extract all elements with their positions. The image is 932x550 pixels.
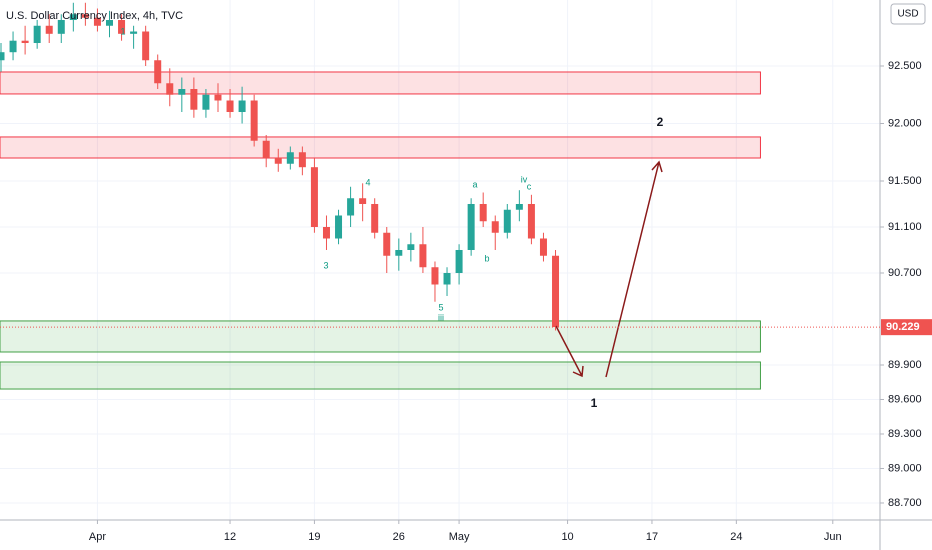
- candle-body: [45, 25, 53, 34]
- arrow-up: [605, 160, 663, 378]
- candle-body: [21, 40, 29, 44]
- y-tick-label: 88.700: [888, 497, 922, 509]
- candle-body: [322, 226, 330, 239]
- candle-body: [202, 94, 210, 110]
- candle-body: [130, 31, 138, 34]
- candle-body: [479, 203, 487, 222]
- candle-body: [443, 272, 451, 285]
- candle-body: [286, 152, 294, 164]
- x-tick-label: 19: [308, 531, 320, 543]
- wave-labels: 1 3 4 5 iii a b iv c 2 1: [120, 26, 663, 410]
- candle-body: [335, 215, 343, 239]
- x-tick-label: 26: [393, 531, 405, 543]
- candle-body: [214, 94, 222, 101]
- last-price-badge: [881, 319, 932, 336]
- y-tick-label: 89.300: [888, 428, 922, 440]
- wave-label: c: [527, 181, 532, 191]
- candle-body: [238, 100, 246, 113]
- candle-body: [93, 17, 101, 26]
- wave-label: 1: [591, 396, 598, 410]
- candles: [0, 2, 560, 331]
- wave-label: 3: [323, 260, 328, 270]
- axes: 92.500 92.000 91.500 91.100 90.700 89.900 89.6…: [89, 60, 922, 543]
- y-tick-label: 92.500: [888, 60, 922, 72]
- x-tick-label: Jun: [824, 531, 842, 543]
- wave-label: a: [472, 179, 477, 189]
- candle-body: [527, 203, 535, 239]
- y-tick-label: 89.600: [888, 393, 922, 405]
- y-tick-label: 90.700: [888, 267, 922, 279]
- y-tick-label: 91.100: [888, 221, 922, 233]
- y-tick-label: 89.900: [888, 359, 922, 371]
- zone: [0, 320, 761, 353]
- x-tick-label: May: [449, 531, 470, 543]
- wave-label: 1: [120, 26, 125, 36]
- candle-body: [81, 14, 89, 18]
- candle-body: [166, 83, 174, 95]
- candle-body: [154, 60, 162, 84]
- candle-body: [57, 20, 65, 34]
- candle-body: [455, 249, 463, 273]
- candle-body: [178, 89, 186, 95]
- candle-body: [250, 100, 258, 141]
- forecast-arrows: [555, 160, 663, 378]
- candle-body: [359, 198, 367, 204]
- candle-body: [515, 203, 523, 210]
- candle-body: [310, 167, 318, 227]
- candle-body: [0, 52, 5, 61]
- zone: [0, 361, 761, 390]
- candle-body: [33, 25, 41, 44]
- candle-body: [431, 267, 439, 285]
- candle-body: [395, 249, 403, 256]
- wave-label: iii: [438, 312, 444, 322]
- candle-body: [503, 209, 511, 233]
- candle-body: [105, 20, 113, 26]
- candle-body: [190, 89, 198, 110]
- candle-body: [69, 14, 77, 21]
- y-tick-label: 92.000: [888, 117, 922, 129]
- candle-body: [226, 100, 234, 113]
- wave-label: 5: [438, 302, 443, 312]
- x-tick-label: 24: [730, 531, 742, 543]
- y-tick-label: 91.500: [888, 175, 922, 187]
- candle-body: [298, 152, 306, 168]
- last-price-label: 90.229: [886, 321, 920, 333]
- wave-label: 2: [657, 115, 664, 129]
- candle-body: [539, 238, 547, 256]
- candle-body: [9, 40, 17, 53]
- candle-body: [383, 232, 391, 256]
- zone: [0, 136, 761, 159]
- candle-body: [407, 244, 415, 250]
- candle-body: [274, 158, 282, 164]
- arrow-down: [555, 325, 584, 378]
- currency-label[interactable]: USD: [897, 9, 918, 20]
- x-tick-label: Apr: [89, 531, 106, 543]
- candle-body: [467, 203, 475, 250]
- candle-body: [262, 140, 270, 159]
- candle-body: [118, 20, 126, 34]
- x-tick-label: 17: [646, 531, 658, 543]
- candle-body: [419, 244, 427, 268]
- zones: [0, 71, 761, 390]
- candle-body: [142, 31, 150, 61]
- zone: [0, 71, 761, 95]
- x-tick-label: 10: [561, 531, 573, 543]
- wave-label: iv: [521, 174, 528, 184]
- wave-label: b: [484, 253, 489, 263]
- candle-body: [371, 203, 379, 233]
- wave-label: 4: [365, 177, 370, 187]
- x-tick-label: 12: [224, 531, 236, 543]
- candle-body: [347, 198, 355, 216]
- candle-body: [552, 255, 560, 328]
- y-tick-label: 89.000: [888, 462, 922, 474]
- chart-title: U.S. Dollar Currency Index, 4h, TVC: [6, 10, 183, 22]
- currency-badge[interactable]: [890, 3, 926, 25]
- candle-body: [491, 221, 499, 233]
